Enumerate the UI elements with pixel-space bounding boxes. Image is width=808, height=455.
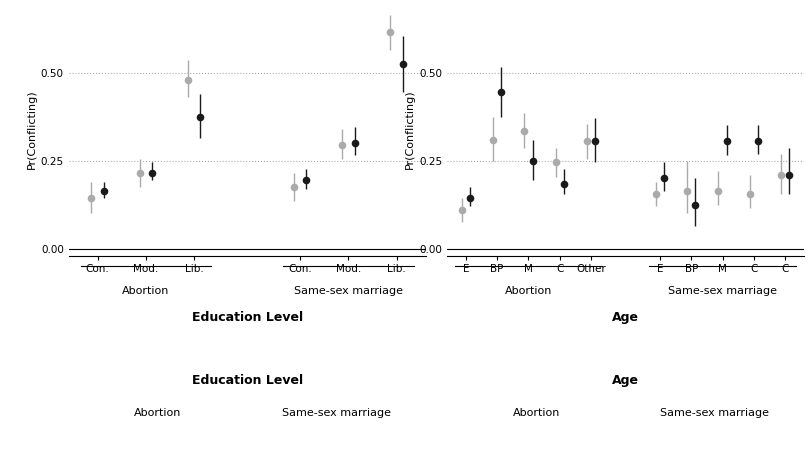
Text: Education Level: Education Level [191,374,303,388]
Text: Same-sex marriage: Same-sex marriage [668,286,777,296]
Text: Same-sex marriage: Same-sex marriage [282,408,391,418]
Text: Same-sex marriage: Same-sex marriage [660,408,769,418]
Y-axis label: Pr(Conflicting): Pr(Conflicting) [27,89,36,169]
Text: Same-sex marriage: Same-sex marriage [294,286,403,296]
Text: Age: Age [612,312,639,324]
Text: Abortion: Abortion [122,286,170,296]
Text: Education Level: Education Level [191,312,303,324]
Text: Abortion: Abortion [505,286,552,296]
Text: Abortion: Abortion [512,408,560,418]
Y-axis label: Pr(Conflicting): Pr(Conflicting) [405,89,415,169]
Text: Abortion: Abortion [134,408,182,418]
Text: Age: Age [612,374,639,388]
